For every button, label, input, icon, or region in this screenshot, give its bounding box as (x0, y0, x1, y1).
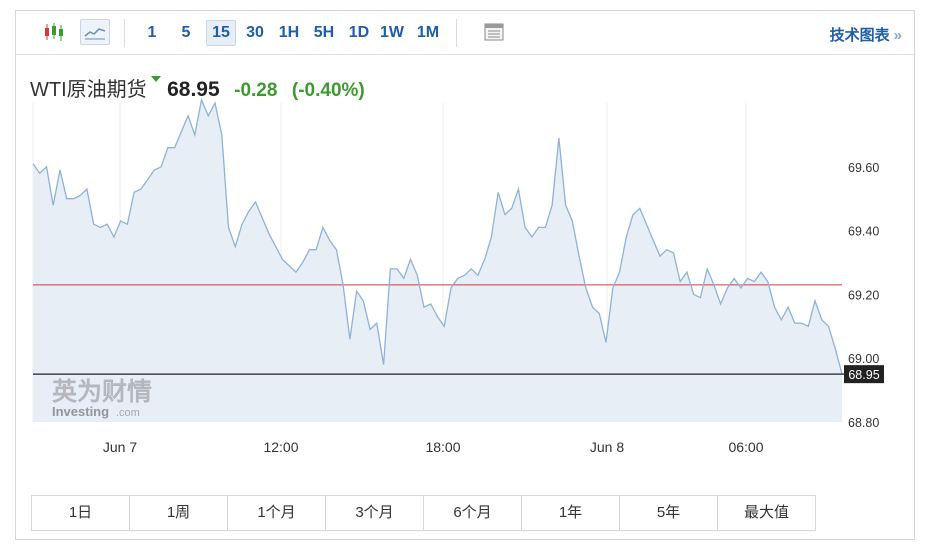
x-tick-label: 12:00 (263, 439, 298, 455)
toolbar-divider (456, 19, 457, 47)
interval-1[interactable]: 1 (147, 24, 157, 41)
watermark-en: Investing (52, 404, 109, 419)
chart-widget: 1 5 15 30 1H 5H 1D 1W 1M 技术图表» WTI原油期货 6… (15, 10, 915, 540)
watermark-cn: 英为财情 (52, 377, 152, 406)
interval-5[interactable]: 5 (181, 24, 191, 41)
last-price-badge (844, 365, 884, 384)
price-change: -0.28 (234, 80, 278, 101)
y-tick-label: 69.60 (848, 161, 879, 175)
chart-toolbar: 1 5 15 30 1H 5H 1D 1W 1M 技术图表» (16, 11, 914, 55)
range-max-button[interactable]: 最大值 (718, 496, 816, 530)
watermark-en-suffix: .com (116, 407, 140, 419)
table-icon[interactable] (484, 23, 504, 41)
interval-15[interactable]: 15 (206, 20, 236, 46)
interval-1h[interactable]: 1H (278, 24, 300, 41)
technical-chart-link[interactable]: 技术图表» (830, 24, 902, 45)
line-chart-icon[interactable] (80, 19, 110, 45)
interval-5h[interactable]: 5H (313, 24, 335, 41)
range-1y-button[interactable]: 1年 (522, 496, 620, 530)
x-tick-label: 18:00 (425, 439, 460, 455)
interval-1w[interactable]: 1W (380, 24, 404, 41)
price-chart[interactable]: 69.60 69.40 69.20 69.00 68.80 68.95 Jun 7 12:00… (16, 11, 916, 491)
interval-30[interactable]: 30 (246, 24, 264, 41)
down-triangle-icon (150, 76, 161, 82)
double-chevron-right-icon: » (893, 27, 902, 44)
technical-chart-link-label: 技术图表 (829, 27, 890, 44)
x-tick-label: 06:00 (728, 439, 763, 455)
range-1m-button[interactable]: 1个月 (228, 496, 326, 530)
candlestick-icon[interactable] (41, 19, 67, 45)
x-tick-label: Jun 8 (590, 439, 624, 455)
range-6m-button[interactable]: 6个月 (424, 496, 522, 530)
interval-1m[interactable]: 1M (416, 24, 440, 41)
range-1d-button[interactable]: 1日 (32, 496, 130, 530)
instrument-name: WTI原油期货 (30, 79, 147, 101)
y-tick-label: 69.20 (848, 288, 879, 302)
last-price-badge-label: 68.95 (848, 368, 879, 382)
price-area-fill (33, 99, 842, 423)
quote-header: WTI原油期货 68.95 -0.28 (-0.40%) (30, 73, 365, 101)
interval-1d[interactable]: 1D (348, 24, 370, 41)
time-range-selector: 1日 1周 1个月 3个月 6个月 1年 5年 最大值 (31, 495, 816, 531)
toolbar-divider (124, 19, 125, 47)
last-price: 68.95 (167, 78, 220, 101)
range-3m-button[interactable]: 3个月 (326, 496, 424, 530)
y-tick-label: 69.40 (848, 225, 879, 239)
range-5y-button[interactable]: 5年 (620, 496, 718, 530)
range-1w-button[interactable]: 1周 (130, 496, 228, 530)
y-tick-label: 69.00 (848, 352, 879, 366)
price-change-percent: (-0.40%) (291, 80, 365, 101)
x-tick-label: Jun 7 (103, 439, 137, 455)
y-tick-label: 68.80 (848, 416, 879, 430)
